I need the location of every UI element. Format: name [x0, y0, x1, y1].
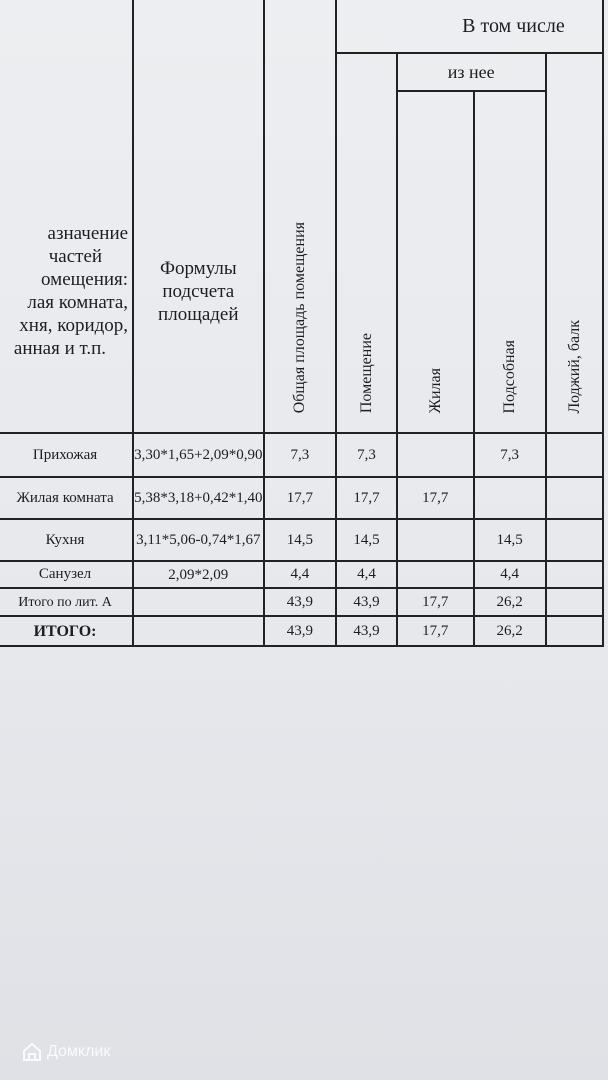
- living-value: [395, 432, 475, 478]
- total-value: 17,7: [262, 476, 338, 520]
- purpose-line: азначение: [47, 223, 129, 244]
- premises-label: Помещение: [358, 332, 375, 413]
- room-formula: [132, 587, 265, 617]
- header-formula: Формулы подсчета площадей: [132, 0, 265, 434]
- loggia-value: [544, 615, 605, 647]
- room-name: Санузел: [0, 560, 135, 589]
- premises-value: 43,9: [335, 615, 398, 647]
- table-row: Жилая комната 5,38*3,18+0,42*1,40 17,7 1…: [0, 476, 605, 520]
- room-formula: 3,11*5,06-0,74*1,67: [132, 518, 265, 562]
- table-row: Кухня 3,11*5,06-0,74*1,67 14,5 14,5 14,5: [0, 518, 605, 562]
- living-value: [395, 518, 475, 562]
- total-value: 14,5: [262, 518, 338, 562]
- auxiliary-value: 26,2: [472, 587, 547, 617]
- header-living: Жилая: [395, 90, 475, 434]
- total-value: 43,9: [262, 615, 338, 647]
- total-value: 4,4: [262, 560, 338, 589]
- purpose-line: анная и т.п.: [13, 338, 107, 359]
- purpose-line: лая комната,: [27, 292, 129, 313]
- loggia-value: [544, 432, 605, 478]
- loggia-value: [544, 560, 605, 589]
- room-formula: [132, 615, 265, 647]
- header-of-which: из нее: [395, 52, 547, 92]
- room-name: Прихожая: [0, 432, 135, 478]
- purpose-line: омещения:: [41, 269, 129, 290]
- premises-value: 43,9: [335, 587, 398, 617]
- living-label: Жилая: [426, 367, 444, 413]
- auxiliary-label: Подсобная: [501, 339, 519, 414]
- table-row: Прихожая 3,30*1,65+2,09*0,90 7,3 7,3 7,3: [0, 432, 605, 478]
- formula-line: площадей: [158, 303, 239, 325]
- table-row: ИТОГО: 43,9 43,9 17,7 26,2: [0, 615, 605, 647]
- table-row: Итого по лит. А 43,9 43,9 17,7 26,2: [0, 587, 605, 617]
- premises-value: 17,7: [335, 476, 398, 520]
- header-premises: Помещение: [335, 52, 398, 434]
- auxiliary-value: 14,5: [472, 518, 547, 562]
- header-auxiliary: Подсобная: [472, 90, 547, 434]
- purpose-line: хня, коридор,: [19, 315, 129, 336]
- including-label: В том числе: [462, 14, 565, 37]
- loggia-value: [544, 518, 605, 562]
- auxiliary-value: 7,3: [472, 432, 547, 478]
- house-logo-icon: [23, 1042, 41, 1061]
- living-value: 17,7: [395, 476, 475, 520]
- premises-value: 14,5: [335, 518, 398, 562]
- living-value: [395, 560, 475, 589]
- header-loggia: Лоджий, балк: [544, 52, 605, 434]
- room-name: Кухня: [0, 518, 135, 562]
- auxiliary-value: 4,4: [472, 560, 547, 589]
- grand-total-label: ИТОГО:: [0, 615, 135, 647]
- loggia-value: [544, 476, 605, 520]
- living-value: 17,7: [395, 615, 475, 647]
- of-which-label: из нее: [447, 61, 495, 82]
- auxiliary-value: 26,2: [472, 615, 547, 647]
- premises-value: 4,4: [335, 560, 398, 589]
- room-formula: 2,09*2,09: [132, 560, 265, 589]
- header-purpose: азначение частей омещения: лая комната, …: [0, 0, 135, 434]
- auxiliary-value: [472, 476, 547, 520]
- subtotal-label: Итого по лит. А: [0, 587, 135, 617]
- total-area-label: Общая площадь помещения: [291, 221, 309, 413]
- watermark-text: Домклик: [47, 1043, 111, 1060]
- loggia-label: Лоджий, балк: [565, 319, 583, 413]
- table-row: Санузел 2,09*2,09 4,4 4,4 4,4: [0, 560, 605, 589]
- formula-line: подсчета: [162, 280, 235, 302]
- watermark: Домклик: [22, 1042, 110, 1062]
- total-value: 43,9: [262, 587, 338, 617]
- room-name: Жилая комната: [0, 476, 135, 520]
- room-formula: 3,30*1,65+2,09*0,90: [132, 432, 265, 478]
- area-table: азначение частей омещения: лая комната, …: [0, 0, 605, 647]
- total-value: 7,3: [262, 432, 338, 478]
- room-formula: 5,38*3,18+0,42*1,40: [132, 476, 265, 520]
- header-including: В том числе: [335, 0, 604, 54]
- header-total-area: Общая площадь помещения: [262, 0, 338, 434]
- loggia-value: [544, 587, 605, 617]
- living-value: 17,7: [395, 587, 475, 617]
- premises-value: 7,3: [335, 432, 398, 478]
- purpose-line: частей: [48, 246, 103, 267]
- formula-line: Формулы: [159, 257, 237, 279]
